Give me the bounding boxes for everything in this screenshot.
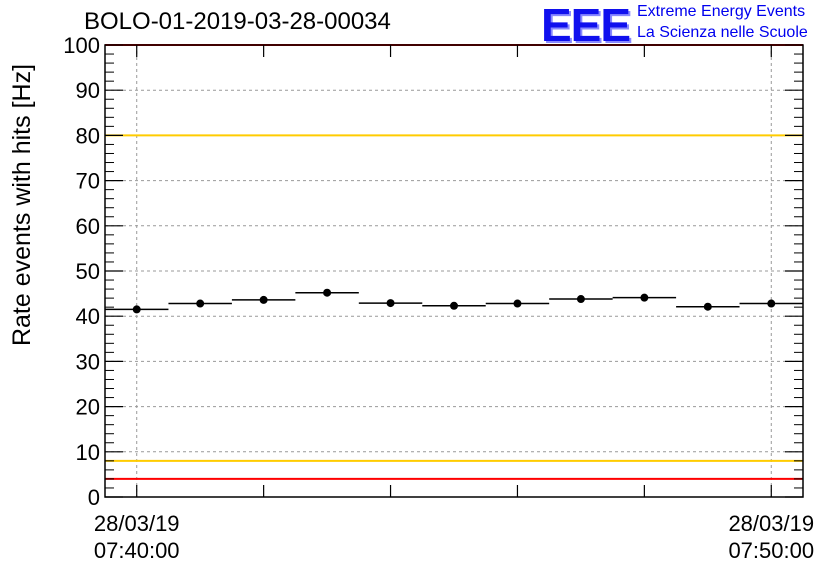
- data-point: [767, 299, 776, 308]
- y-tick-label: 20: [76, 395, 100, 420]
- y-tick-label: 10: [76, 440, 100, 465]
- eee-logo: EEE: [541, 0, 631, 51]
- y-tick-label: 0: [88, 485, 100, 510]
- y-axis-label: Rate events with hits [Hz]: [8, 64, 36, 346]
- data-point: [450, 301, 458, 310]
- data-point: [196, 299, 205, 308]
- x-tick-label-date: 28/03/19: [94, 511, 180, 536]
- logo-text-line2: La Scienza nelle Scuole: [637, 24, 808, 41]
- y-tick-label: 50: [76, 259, 100, 284]
- axis-ticks: [105, 44, 803, 498]
- x-tick-label-time: 07:40:00: [94, 538, 180, 563]
- y-tick-labels: 0 10 20 30 40 50 60 70 80 90 100: [63, 33, 100, 510]
- logo-text-line1: Extreme Energy Events: [637, 3, 806, 20]
- y-tick-label: 60: [76, 214, 100, 239]
- data-point: [513, 299, 522, 308]
- grid-lines: [105, 45, 803, 497]
- x-tick-label-date: 28/03/19: [728, 511, 814, 536]
- chart-title: BOLO-01-2019-03-28-00034: [84, 8, 391, 35]
- x-tick-label-time: 07:50:00: [728, 538, 814, 563]
- data-point: [640, 293, 649, 302]
- y-tick-label: 40: [76, 304, 100, 329]
- y-tick-label: 100: [63, 33, 100, 58]
- data-point: [703, 302, 712, 311]
- data-point: [132, 305, 141, 314]
- y-tick-label: 90: [76, 78, 100, 103]
- data-point: [576, 295, 585, 304]
- reference-lines: [105, 44, 803, 480]
- y-tick-label: 70: [76, 169, 100, 194]
- data-point: [259, 295, 268, 304]
- y-tick-label: 30: [76, 349, 100, 374]
- data-point: [323, 288, 332, 297]
- y-tick-label: 80: [76, 123, 100, 148]
- data-point: [386, 299, 395, 308]
- data-points: [105, 288, 803, 314]
